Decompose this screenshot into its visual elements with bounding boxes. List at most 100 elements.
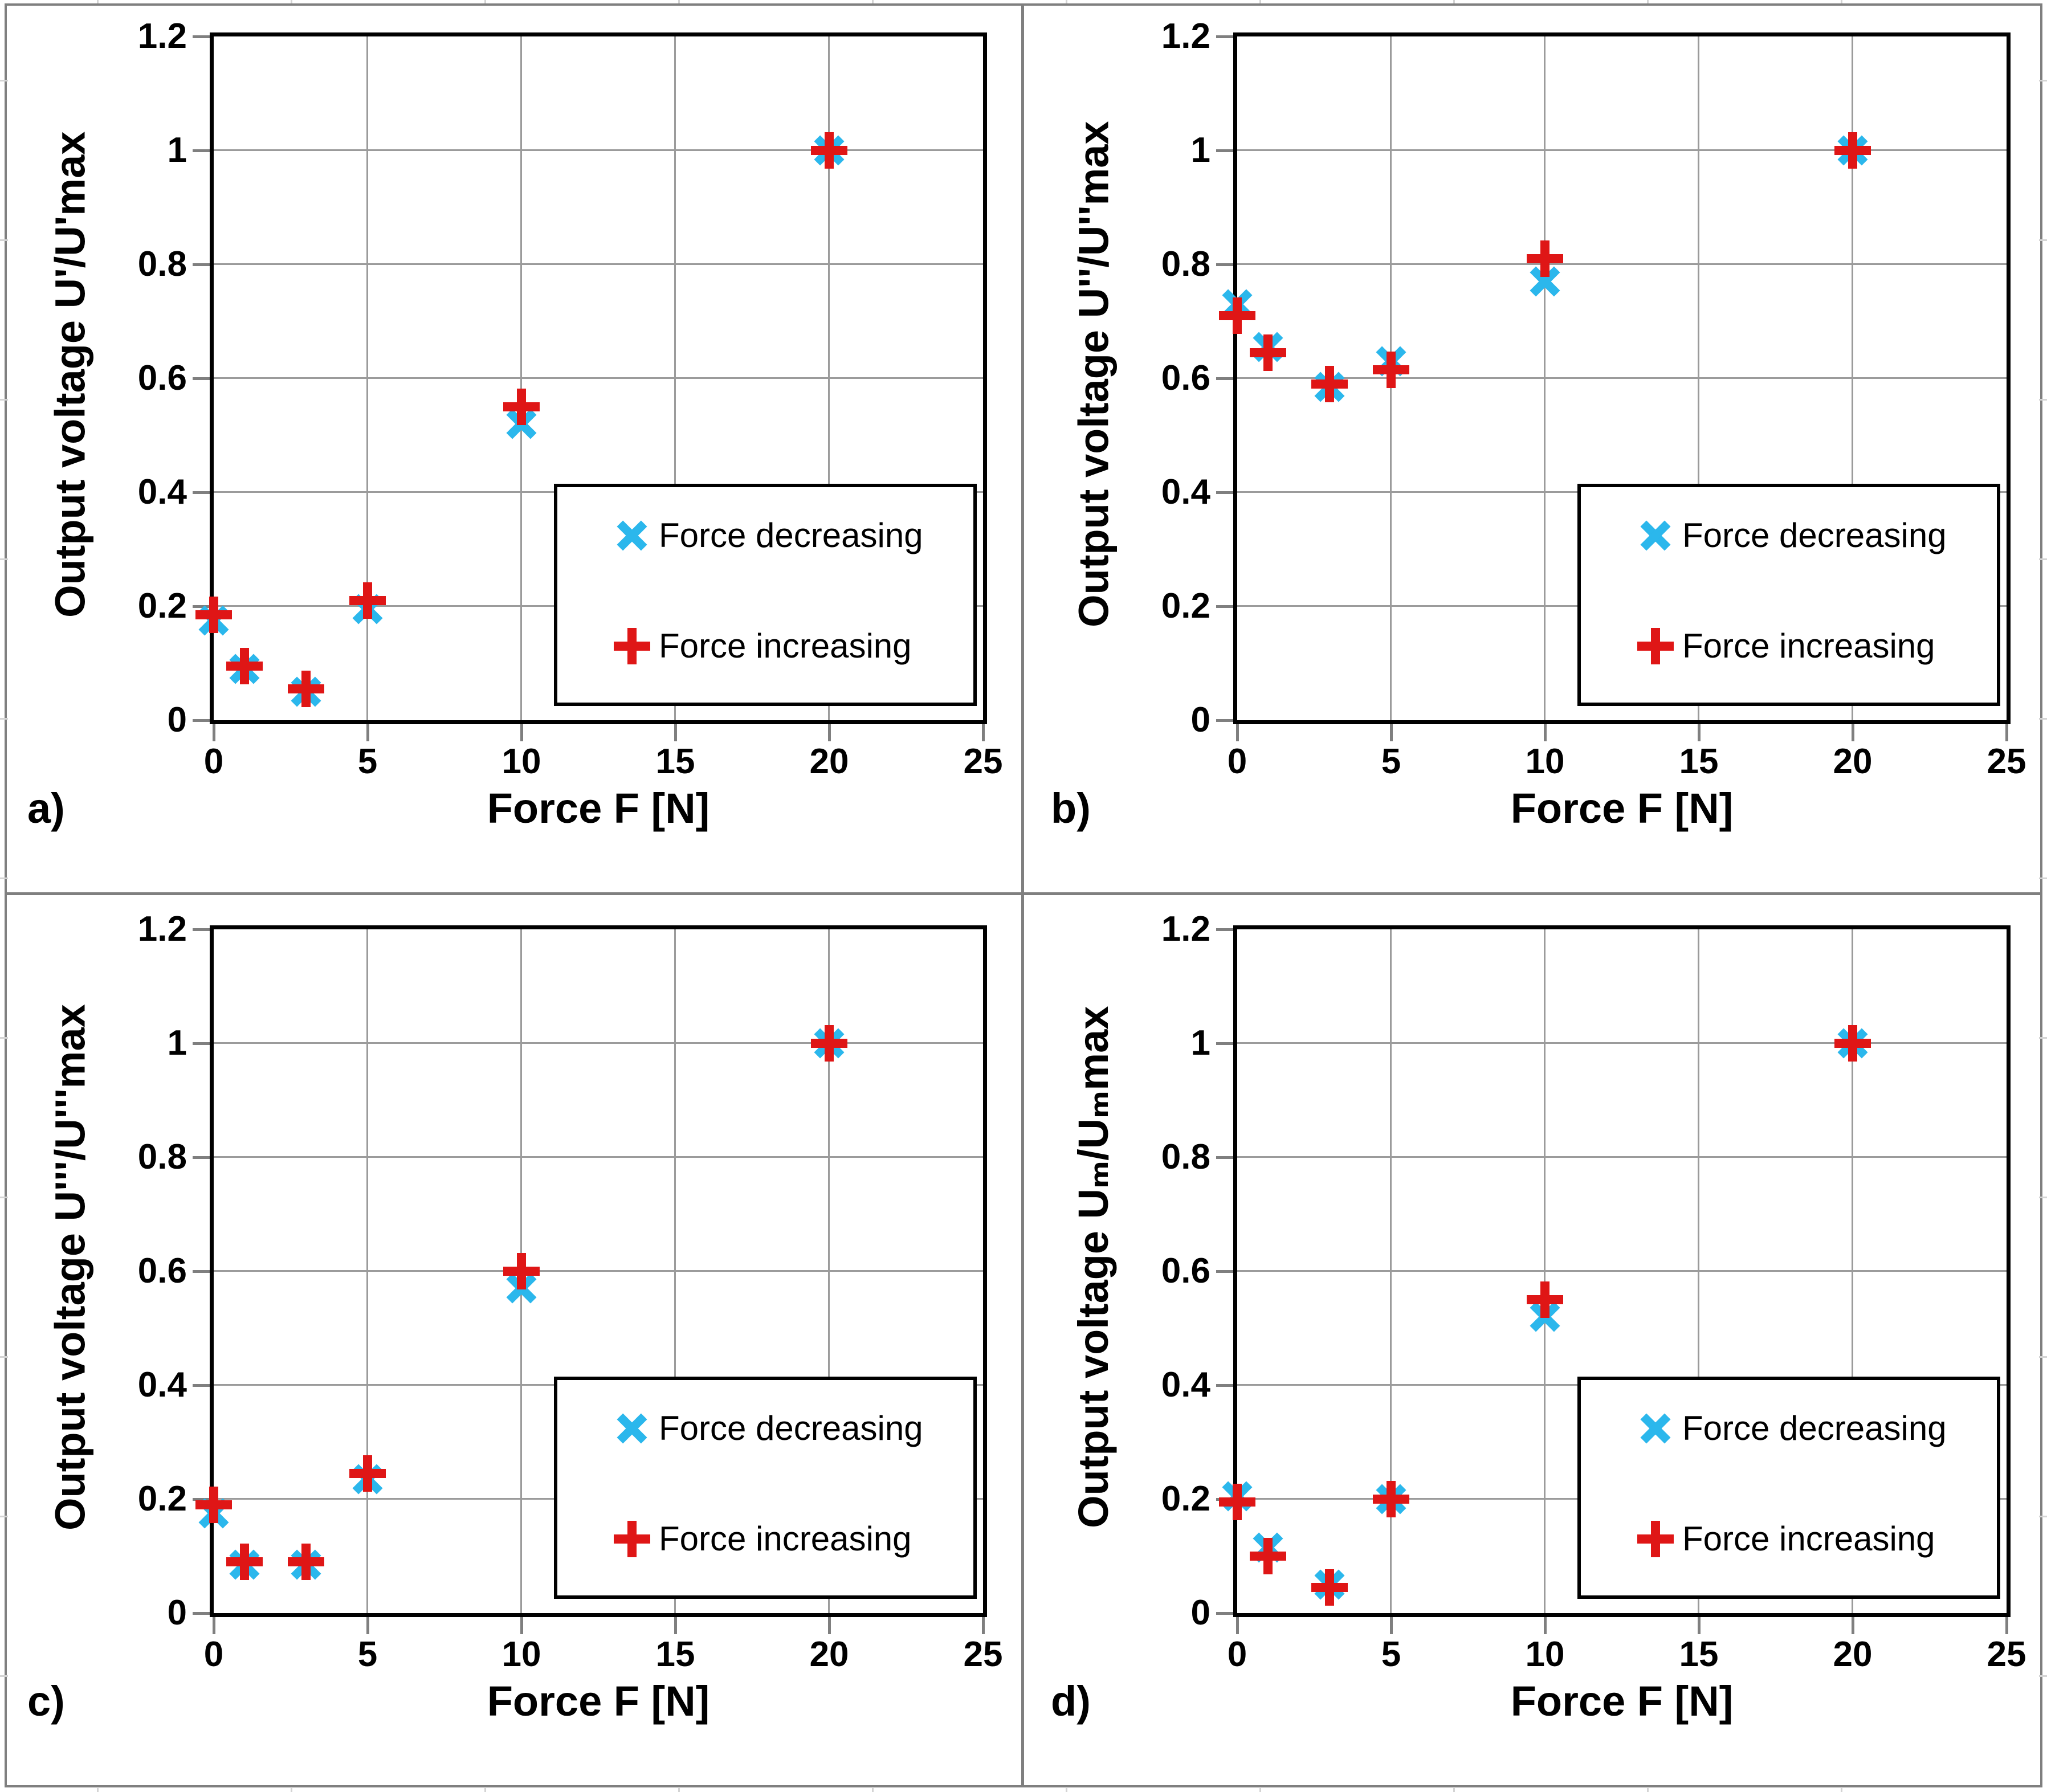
- y-axis-tick: [193, 1497, 210, 1501]
- data-point-force-increasing: [287, 1543, 325, 1581]
- y-tick-label: 1: [167, 130, 187, 170]
- x-axis-tick: [1543, 724, 1547, 741]
- x-axis-tick: [1389, 724, 1393, 741]
- y-tick-label: 1.2: [137, 17, 187, 56]
- x-axis-tick: [1851, 724, 1854, 741]
- spreadsheet-grid-stub: [0, 1356, 8, 1358]
- legend-label: Force increasing: [659, 627, 912, 665]
- x-tick-label: 15: [1679, 1635, 1719, 1674]
- data-point-force-increasing: [1834, 1024, 1871, 1062]
- legend-item: Force increasing: [613, 627, 968, 665]
- data-point-force-increasing: [1372, 1480, 1410, 1518]
- spreadsheet-grid-stub: [0, 239, 8, 241]
- spreadsheet-grid-stub: [1453, 1788, 1455, 1792]
- x-tick-label: 25: [1987, 742, 2026, 781]
- chart-panel-c: Output voltage U'''/U'''max 0 5 10 15 20 25 0 0.…: [0, 895, 1024, 1787]
- spreadsheet-grid-stub: [2039, 80, 2047, 81]
- spreadsheet-grid-stub: [0, 1516, 8, 1517]
- y-tick-label: 1.2: [1161, 17, 1210, 56]
- plus-marker-stroke: [1540, 1281, 1549, 1318]
- spreadsheet-grid-stub: [2039, 877, 2047, 879]
- plus-marker-stroke: [1325, 1569, 1334, 1606]
- x-tick-label: 10: [1525, 742, 1565, 781]
- data-point-force-increasing: [1249, 1537, 1287, 1575]
- x-tick-label: 20: [1833, 1635, 1873, 1674]
- legend-label: Force decreasing: [1682, 516, 1947, 554]
- y-axis-tick: [1216, 263, 1233, 266]
- plus-marker-icon: [1637, 627, 1674, 665]
- data-point-force-increasing: [1249, 334, 1287, 372]
- y-axis-tick: [1216, 1611, 1233, 1615]
- spreadsheet-grid-stub: [1259, 1788, 1261, 1792]
- spreadsheet-grid-stub: [484, 1788, 486, 1792]
- data-point-force-increasing: [810, 132, 848, 169]
- y-tick-label: 0.4: [137, 1365, 187, 1405]
- x-axis-title: Force F [N]: [1510, 1677, 1734, 1725]
- x-tick-label: 5: [1381, 742, 1401, 781]
- spreadsheet-grid-stub: [1647, 1788, 1649, 1792]
- data-point-force-increasing: [1372, 351, 1410, 389]
- plus-marker-stroke: [1263, 334, 1273, 371]
- y-axis-tick: [193, 149, 210, 152]
- x-axis-tick: [1697, 1617, 1701, 1634]
- panel-letter: b): [1051, 785, 1091, 832]
- spreadsheet-grid-stub: [2039, 1356, 2047, 1358]
- y-axis-tick: [193, 491, 210, 494]
- x-axis-tick: [366, 1617, 369, 1634]
- panel-divider-horizontal: [5, 892, 2042, 895]
- plus-marker-stroke: [209, 597, 218, 633]
- y-tick-label: 1: [167, 1023, 187, 1063]
- spreadsheet-grid-stub: [2039, 399, 2047, 401]
- x-tick-label: 25: [963, 742, 1003, 781]
- x-axis-tick: [981, 724, 985, 741]
- plus-marker-stroke: [240, 1544, 249, 1580]
- y-axis-tick: [193, 263, 210, 266]
- data-point-force-increasing: [226, 647, 263, 685]
- spreadsheet-grid-stub: [872, 0, 874, 3]
- y-tick-label: 0.8: [1161, 1137, 1210, 1177]
- plus-marker-stroke: [301, 1544, 311, 1580]
- data-point-force-increasing: [1311, 1569, 1348, 1606]
- data-point-force-increasing: [226, 1543, 263, 1581]
- legend-item: Force decreasing: [1637, 1410, 1991, 1447]
- y-tick-label: 0: [167, 1593, 187, 1632]
- chart-panel-a: Output voltage U'/U'max 0 5 10 15 20 25 0 0.2 0.4…: [0, 2, 1024, 895]
- y-axis-tick: [1216, 1042, 1233, 1045]
- x-tick-label: 10: [501, 742, 541, 781]
- gridline-horizontal: [1237, 1156, 2007, 1158]
- x-axis-title: Force F [N]: [1510, 785, 1734, 832]
- data-point-force-increasing: [810, 1024, 848, 1062]
- y-tick-label: 0.6: [137, 358, 187, 398]
- y-tick-label: 0.4: [1161, 1365, 1210, 1405]
- y-tick-label: 1.2: [137, 909, 187, 949]
- legend-box: Force decreasing Force increasing: [554, 484, 977, 706]
- data-point-force-increasing: [287, 670, 325, 708]
- y-tick-label: 0.4: [137, 472, 187, 512]
- spreadsheet-grid-stub: [1841, 0, 1842, 3]
- data-point-force-increasing: [1834, 132, 1871, 169]
- x-tick-label: 20: [809, 742, 849, 781]
- spreadsheet-grid-stub: [1453, 0, 1455, 3]
- y-axis-tick: [1216, 149, 1233, 152]
- x-axis-tick: [981, 1617, 985, 1634]
- y-axis-tick: [193, 928, 210, 931]
- legend-box: Force decreasing Force increasing: [554, 1377, 977, 1599]
- x-axis-tick: [2005, 724, 2008, 741]
- plus-marker-icon-stroke: [627, 628, 637, 664]
- legend-item: Force decreasing: [613, 517, 968, 554]
- y-tick-label: 0.8: [137, 1137, 187, 1177]
- gridline-horizontal: [1237, 263, 2007, 265]
- spreadsheet-grid-stub: [2039, 1516, 2047, 1517]
- plus-marker-icon-stroke: [1651, 628, 1660, 664]
- plus-marker-icon: [1637, 1520, 1674, 1558]
- x-axis-tick: [1697, 724, 1701, 741]
- data-point-force-increasing: [1218, 1483, 1256, 1521]
- y-axis-tick: [193, 1611, 210, 1615]
- spreadsheet-grid-stub: [1841, 1788, 1842, 1792]
- y-axis-tick: [1216, 377, 1233, 380]
- y-tick-label: 0.4: [1161, 472, 1210, 512]
- y-axis-tick: [193, 1042, 210, 1045]
- panel-letter: c): [27, 1677, 65, 1725]
- legend-item: Force increasing: [613, 1520, 968, 1558]
- gridline-horizontal: [214, 1042, 983, 1044]
